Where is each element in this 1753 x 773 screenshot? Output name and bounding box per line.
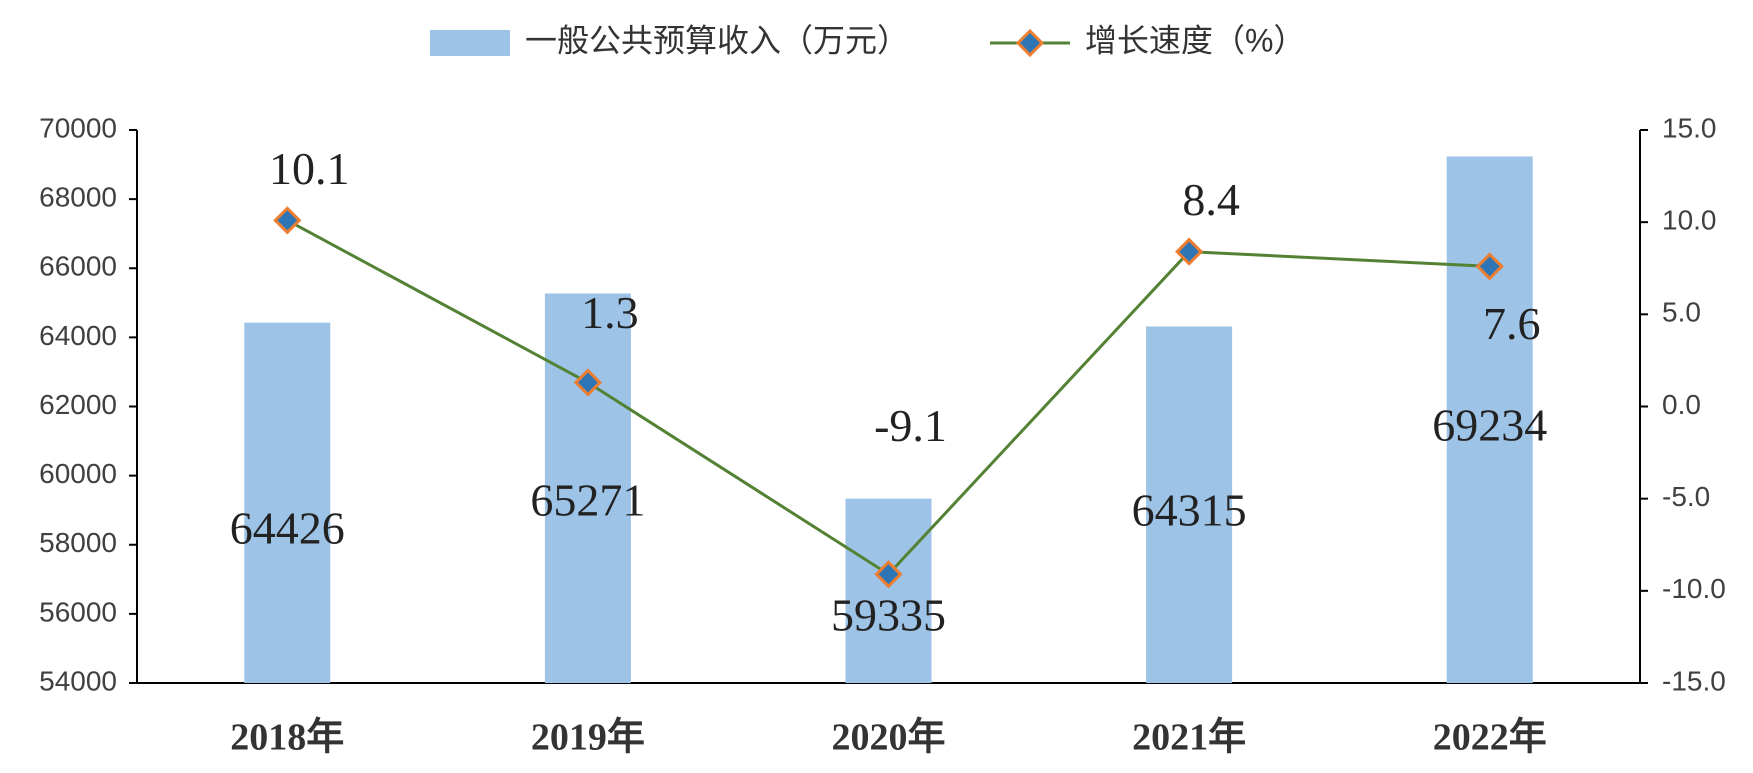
y2-tick-label: 15.0 — [1662, 112, 1717, 143]
bar — [1146, 326, 1233, 683]
y-tick-label: 54000 — [39, 665, 117, 696]
y-tick-label: 58000 — [39, 527, 117, 558]
x-tick-label: 2022年 — [1433, 717, 1547, 759]
x-tick-label: 2019年 — [531, 717, 645, 759]
line-value-label: -9.1 — [874, 400, 947, 451]
y2-tick-label: -10.0 — [1662, 573, 1726, 604]
line-value-label: 10.1 — [269, 143, 350, 194]
y-tick-label: 60000 — [39, 458, 117, 489]
y-tick-label: 70000 — [39, 112, 117, 143]
legend-swatch — [430, 30, 510, 56]
bar — [845, 498, 932, 683]
y-tick-label: 62000 — [39, 389, 117, 420]
bar-value-label: 69234 — [1432, 400, 1547, 451]
y2-tick-label: 5.0 — [1662, 297, 1701, 328]
legend-label: 一般公共预算收入（万元） — [525, 22, 909, 58]
bar — [1446, 156, 1533, 684]
y2-tick-label: 0.0 — [1662, 389, 1701, 420]
y-tick-label: 56000 — [39, 596, 117, 627]
marker — [874, 560, 903, 589]
marker — [573, 368, 603, 397]
line-value-label: 7.6 — [1483, 298, 1541, 349]
x-tick-label: 2018年 — [230, 717, 344, 759]
x-tick-label: 2021年 — [1132, 717, 1246, 759]
line-value-label: 1.3 — [581, 287, 639, 338]
marker — [1174, 237, 1204, 266]
bar — [544, 293, 631, 683]
y2-tick-label: 10.0 — [1662, 205, 1717, 236]
x-tick-label: 2020年 — [831, 717, 945, 759]
legend-label: 增长速度（%） — [1085, 22, 1305, 58]
y-tick-label: 68000 — [39, 182, 117, 213]
line-value-label: 8.4 — [1182, 174, 1240, 225]
bar-value-label: 65271 — [530, 475, 645, 526]
y2-tick-label: -5.0 — [1662, 481, 1710, 512]
bar — [244, 322, 331, 683]
y-tick-label: 66000 — [39, 251, 117, 282]
legend-marker — [1015, 28, 1045, 58]
marker — [1475, 252, 1504, 281]
bar-value-label: 64426 — [230, 503, 345, 554]
bar-value-label: 59335 — [831, 590, 946, 641]
y2-tick-label: -15.0 — [1662, 665, 1726, 696]
bar-value-label: 64315 — [1132, 485, 1247, 536]
y-tick-label: 64000 — [39, 320, 117, 351]
marker — [273, 206, 302, 235]
